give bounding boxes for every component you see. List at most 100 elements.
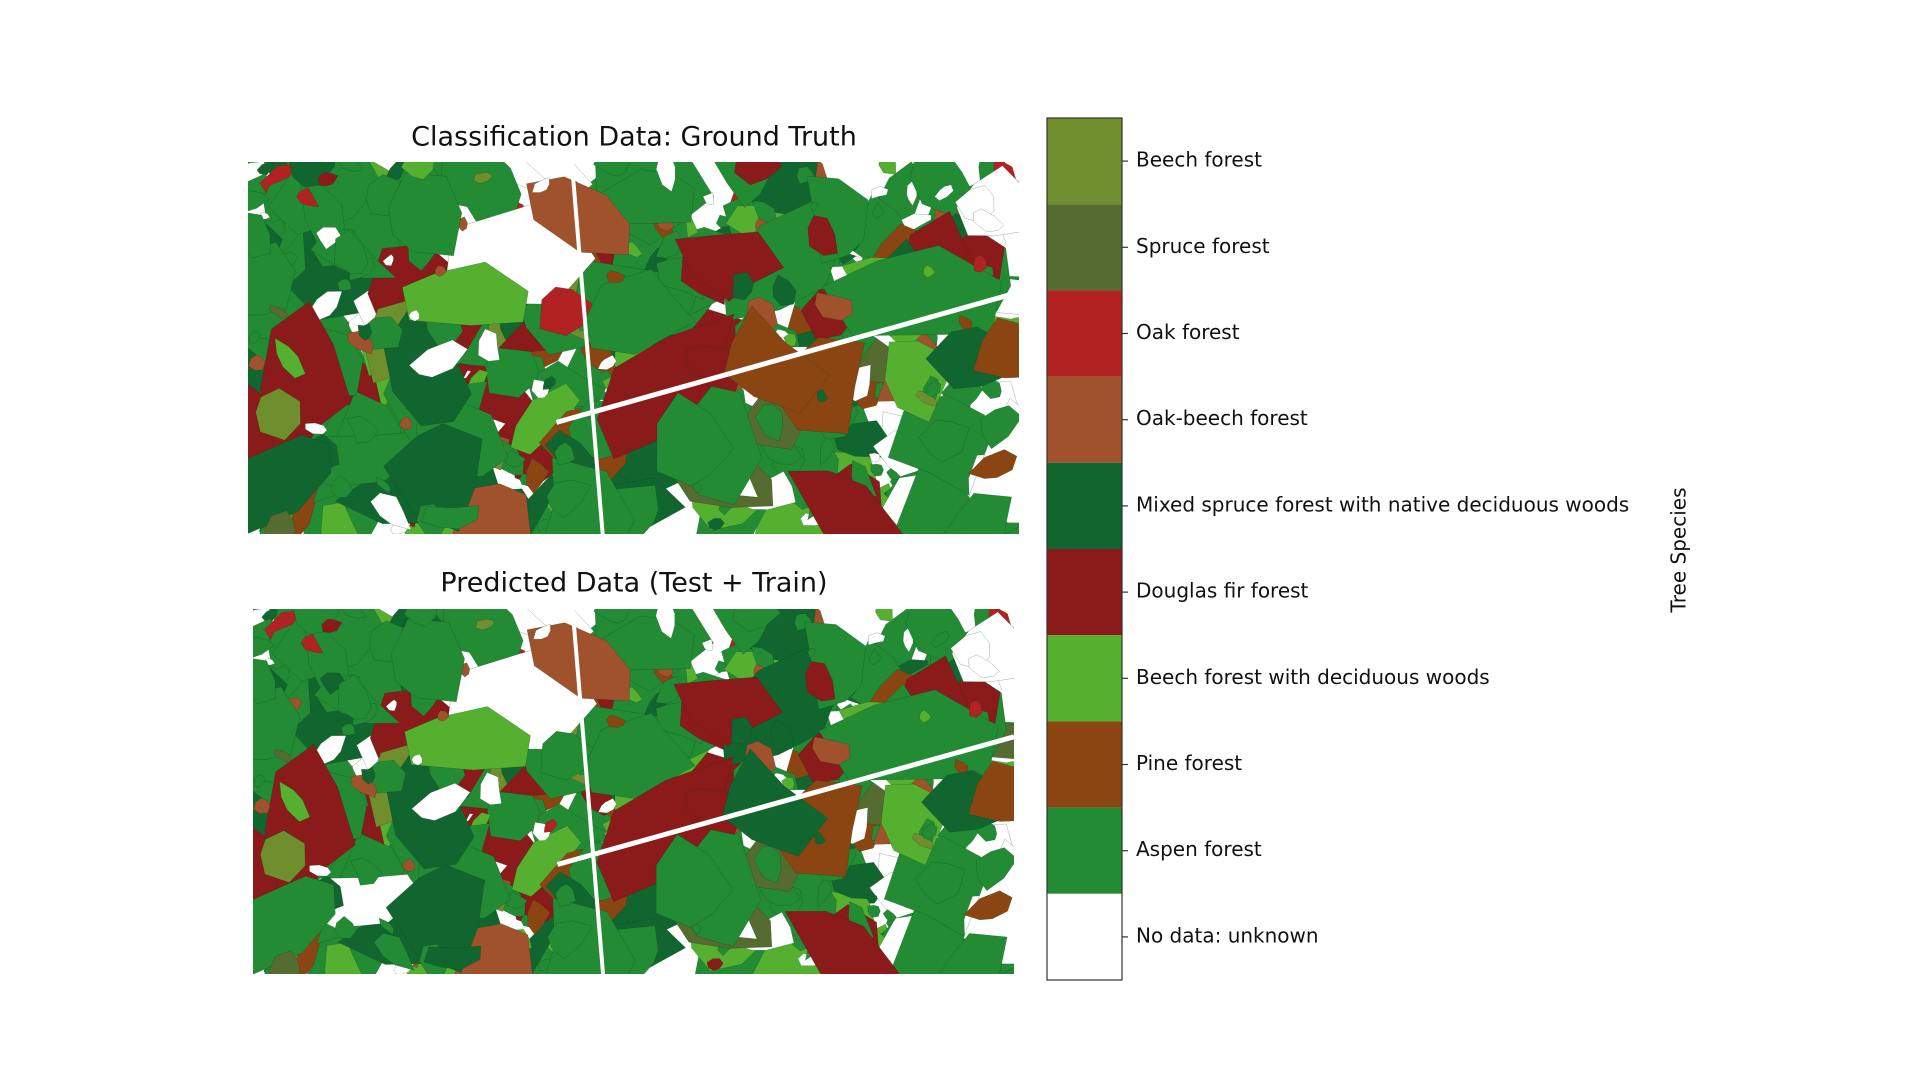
forest-patch <box>533 623 551 640</box>
forest-patch <box>338 162 363 172</box>
forest-patch <box>870 463 884 477</box>
forest-patch <box>814 831 826 845</box>
forest-patch <box>963 890 1013 921</box>
colorbar-title: Tree Species <box>1667 488 1691 614</box>
forest-patch <box>411 782 471 821</box>
forest-patch <box>925 380 942 398</box>
forest-patch <box>255 388 301 441</box>
colorbar-label: Beech forest with deciduous woods <box>1136 665 1490 689</box>
forest-patch <box>543 818 557 833</box>
forest-patch <box>875 609 893 622</box>
forest-patch <box>542 375 556 390</box>
forest-patch <box>886 468 900 481</box>
forest-patch <box>527 899 551 936</box>
forest-patch <box>755 404 784 442</box>
forest-patch <box>253 658 276 705</box>
forest-patch <box>546 479 592 519</box>
forest-patch <box>597 798 617 814</box>
forest-patch <box>321 619 343 633</box>
forest-patch <box>734 162 783 186</box>
forest-patch <box>701 638 714 652</box>
forest-patch <box>320 502 359 534</box>
forest-patch <box>268 950 301 974</box>
map-title: Classification Data: Ground Truth <box>411 122 857 153</box>
forest-patch <box>867 905 881 918</box>
forest-patch <box>914 861 966 905</box>
forest-patch <box>296 187 320 207</box>
forest-patch <box>357 323 373 341</box>
forest-patch <box>504 449 526 468</box>
forest-patch <box>279 781 311 822</box>
forest-patch <box>473 172 493 184</box>
forest-patch <box>421 505 479 530</box>
forest-patch <box>732 609 781 633</box>
forest-patch <box>593 162 630 177</box>
forest-patch <box>973 317 1019 379</box>
forest-patch <box>772 274 797 306</box>
colorbar-swatch <box>1047 549 1122 636</box>
colorbar-swatch <box>1047 893 1122 980</box>
forest-patch <box>606 714 626 728</box>
forest-patch <box>882 909 897 922</box>
forest-patch <box>253 798 271 815</box>
forest-patch <box>256 162 274 176</box>
forest-patch <box>868 648 882 666</box>
forest-patch <box>753 846 782 884</box>
forest-patch <box>361 766 376 785</box>
forest-patch <box>402 858 416 872</box>
forest-patch <box>268 305 289 319</box>
forest-patch <box>273 749 294 763</box>
forest-patch <box>812 736 851 766</box>
forest-patch <box>807 215 838 256</box>
forest-patch <box>921 823 938 840</box>
forest-patch <box>385 699 397 712</box>
forest-patch <box>820 437 836 466</box>
colorbar-swatch <box>1047 635 1122 722</box>
colorbar-label: No data: unknown <box>1136 923 1319 947</box>
forest-patch <box>478 328 500 362</box>
forest-patch <box>934 184 954 201</box>
forest-patch <box>309 864 332 877</box>
forest-patch <box>342 609 367 619</box>
forest-patch <box>526 458 550 495</box>
forest-patch <box>919 709 932 724</box>
road <box>556 734 1014 867</box>
forest-patch <box>375 476 391 494</box>
forest-patch <box>787 470 903 534</box>
forest-patch <box>248 330 261 344</box>
forest-patch <box>968 761 1014 822</box>
colorbar-swatch <box>1047 290 1122 377</box>
forest-patch <box>545 457 636 534</box>
forest-patch <box>868 452 880 463</box>
colorbar-swatch <box>1047 721 1122 808</box>
forest-patch <box>606 269 625 283</box>
forest-patch <box>732 272 754 301</box>
forest-patch <box>506 891 528 910</box>
forest-patch <box>317 172 339 187</box>
forest-patch <box>975 847 1014 891</box>
forest-patch <box>814 292 854 321</box>
forest-patch <box>510 383 581 455</box>
forest-patch <box>871 202 885 220</box>
forest-patch <box>437 710 450 722</box>
forest-patch <box>434 265 447 277</box>
forest-patch <box>584 268 696 355</box>
forest-patch <box>655 834 734 928</box>
forest-patch <box>349 857 383 886</box>
classification-map <box>253 609 1014 974</box>
forest-patch <box>554 442 576 466</box>
forest-patch <box>248 434 332 534</box>
forest-patch <box>911 832 934 850</box>
forest-patch <box>408 309 420 322</box>
forest-patch <box>385 864 485 974</box>
forest-patch <box>391 618 465 703</box>
forest-patch <box>248 354 266 371</box>
forest-patch <box>770 719 795 751</box>
colorbar-swatch <box>1047 204 1122 291</box>
forest-patch <box>784 910 900 974</box>
forest-patch <box>539 286 593 336</box>
forest-patch <box>878 162 897 175</box>
forest-patch <box>867 632 886 646</box>
forest-patch <box>807 647 817 659</box>
